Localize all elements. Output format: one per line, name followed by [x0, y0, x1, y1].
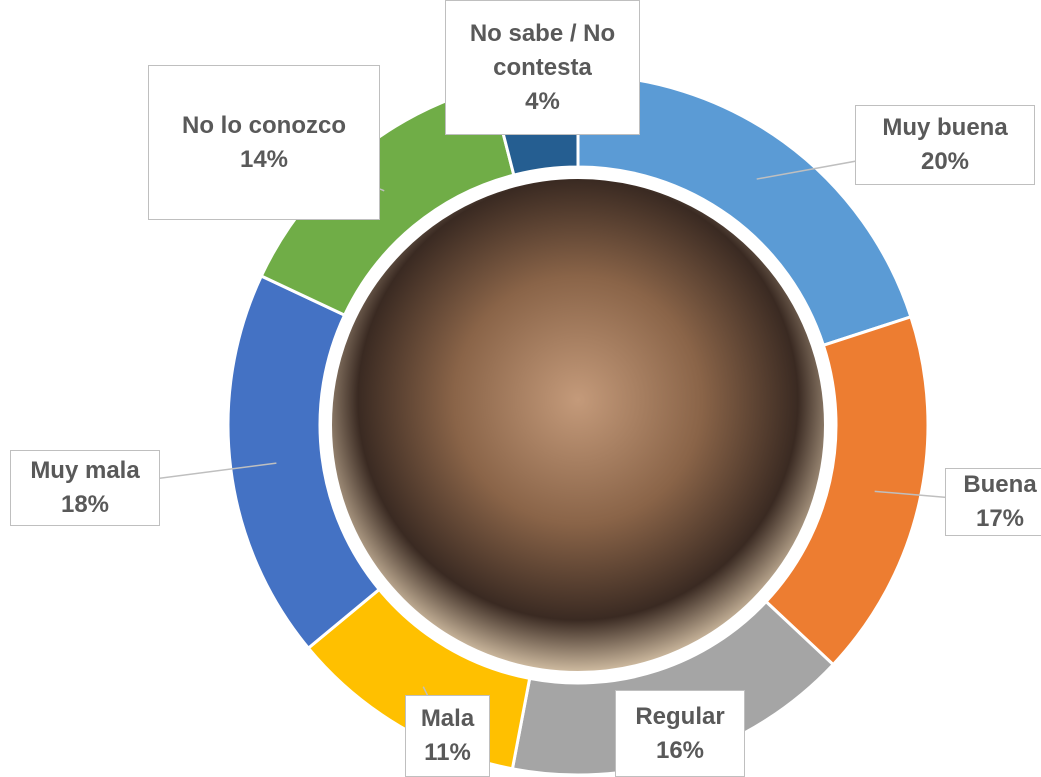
value-label: 14%: [149, 143, 379, 177]
value-label: 16%: [616, 734, 744, 768]
value-label: 18%: [11, 488, 159, 522]
category-name: No lo conozco: [149, 109, 379, 143]
category-name: Muy buena: [856, 111, 1034, 145]
category-name: Muy mala: [11, 454, 159, 488]
value-label: 17%: [946, 502, 1041, 536]
center-photo: [328, 175, 828, 675]
category-name: Mala: [406, 702, 489, 736]
category-name: Regular: [616, 700, 744, 734]
value-label: 11%: [406, 736, 489, 770]
chart: Muy buena20% Buena17% Regular16% Mala11% Muy…: [0, 0, 1041, 777]
category-name: Buena: [946, 468, 1041, 502]
category-name: No sabe / No contesta: [446, 17, 639, 85]
value-label: 20%: [856, 145, 1034, 179]
value-label: 4%: [446, 85, 639, 119]
